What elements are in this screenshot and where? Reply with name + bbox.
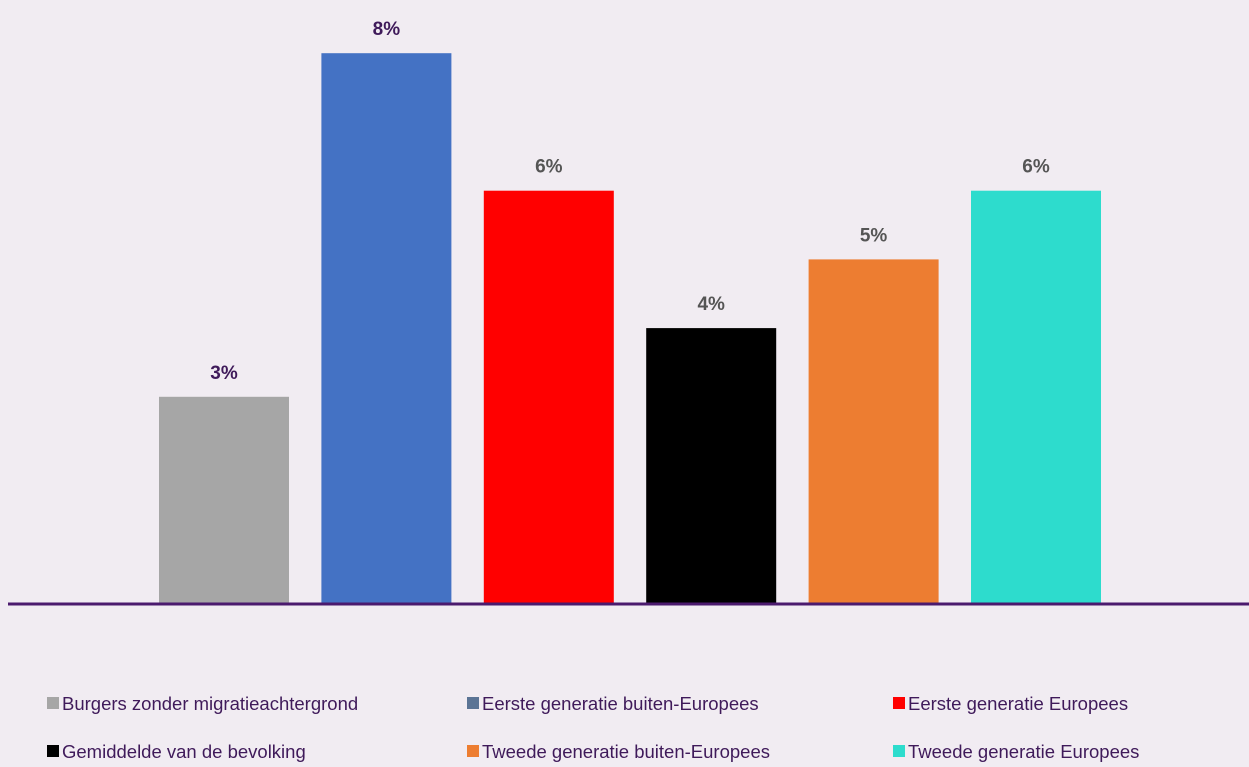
legend-marker-1	[47, 697, 59, 709]
value-labels-group: 3% 8% 6% 4% 5% 6%	[210, 19, 1050, 384]
bar-4	[646, 328, 777, 603]
bar-value-label-4: 4%	[697, 294, 725, 315]
bar-value-label-5: 5%	[860, 225, 888, 246]
bar-value-label-3: 6%	[535, 157, 563, 178]
legend-marker-2	[467, 697, 479, 709]
legend-marker-3	[893, 697, 905, 709]
bar-1	[159, 396, 289, 603]
legend-marker-4	[47, 745, 59, 757]
bar-5	[808, 259, 939, 603]
legend-marker-6	[893, 745, 905, 757]
bar-3	[483, 190, 614, 603]
legend-label-4: Gemiddelde van de bevolking	[62, 741, 306, 762]
bar-value-label-1: 3%	[210, 363, 238, 384]
legend-label-5: Tweede generatie buiten-Europees	[482, 741, 770, 762]
bar-value-label-6: 6%	[1022, 157, 1050, 178]
legend: Burgers zonder migratieachtergrond Eerste…	[47, 693, 1139, 762]
legend-marker-5	[467, 745, 479, 757]
legend-label-1: Burgers zonder migratieachtergrond	[62, 693, 358, 714]
legend-label-6: Tweede generatie Europees	[908, 741, 1139, 762]
bar-6	[971, 190, 1101, 603]
bar-value-label-2: 8%	[373, 19, 401, 40]
bars-group	[159, 53, 1101, 603]
bar-2	[321, 53, 452, 603]
legend-label-2: Eerste generatie buiten-Europees	[482, 693, 759, 714]
legend-label-3: Eerste generatie Europees	[908, 693, 1128, 714]
